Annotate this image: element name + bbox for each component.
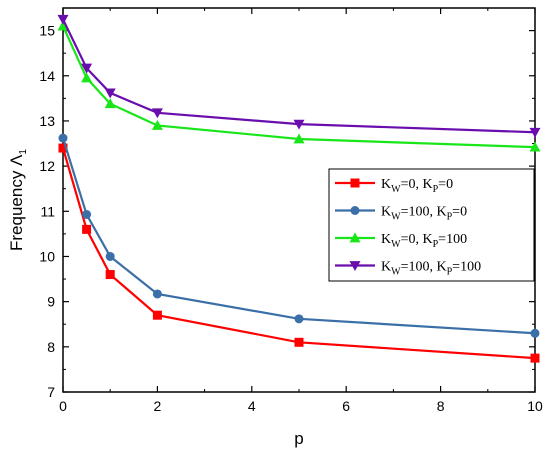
- legend-label-subscript: W: [391, 267, 401, 278]
- legend-label: KW=100, KP=100: [381, 260, 481, 278]
- series-triangle-up: [57, 20, 541, 152]
- data-point: [151, 119, 163, 130]
- series-line: [61, 137, 536, 335]
- y-axis-title: Frequency Λ1: [7, 149, 29, 251]
- data-point: [104, 98, 116, 109]
- legend-label-text: =100: [452, 260, 481, 275]
- legend-label-text: =100: [438, 232, 467, 247]
- series-triangle-down: [57, 14, 541, 138]
- y-tick-label: 15: [39, 23, 55, 39]
- data-point: [530, 328, 540, 338]
- legend-label-subscript: W: [391, 239, 401, 250]
- data-point: [152, 289, 162, 299]
- legend-label-text: K: [422, 177, 432, 192]
- data-point: [152, 310, 162, 320]
- y-tick-label: 10: [39, 248, 55, 264]
- y-tick-label: 9: [47, 294, 55, 310]
- series-line: [61, 25, 536, 149]
- y-axis-title-subscript: 1: [18, 149, 29, 155]
- legend-label-text: K: [381, 232, 391, 247]
- legend-label-text: K: [422, 232, 432, 247]
- data-point: [294, 314, 304, 324]
- data-point: [57, 20, 69, 31]
- legend-label-subscript: P: [447, 212, 453, 223]
- legend-box: [328, 168, 535, 282]
- data-point: [104, 88, 116, 99]
- x-tick-label: 8: [437, 398, 445, 414]
- legend-item: KW=100, KP=0: [335, 205, 467, 223]
- x-tick-label: 10: [527, 398, 543, 414]
- data-point: [57, 14, 69, 25]
- data-point: [529, 127, 541, 138]
- data-point: [529, 141, 541, 152]
- series-line: [62, 18, 536, 134]
- x-axis-title: p: [294, 429, 303, 448]
- legend-item: KW=0, KP=0: [335, 177, 453, 195]
- legend-label: KW=0, KP=100: [381, 232, 467, 250]
- x-tick-label: 0: [59, 398, 67, 414]
- data-point: [81, 63, 93, 74]
- legend-label-text: K: [381, 205, 391, 220]
- x-tick-label: 2: [154, 398, 162, 414]
- legend-label-text: =0,: [401, 177, 423, 192]
- y-tick-label: 14: [39, 68, 55, 84]
- x-tick-label: 4: [248, 398, 256, 414]
- axes: 0 2 4 6 8 10 7 8 9 10 11 12 13 14 15: [39, 7, 543, 414]
- data-point: [105, 251, 115, 261]
- legend-label: KW=0, KP=0: [381, 177, 453, 195]
- data-point: [349, 232, 361, 243]
- data-point: [349, 261, 361, 271]
- y-tick-label: 13: [39, 113, 55, 129]
- legend-label-text: K: [436, 260, 446, 275]
- legend-label-text: K: [436, 205, 446, 220]
- x-tick-label: 6: [342, 398, 350, 414]
- data-point: [294, 337, 304, 347]
- legend-label-text: =0: [452, 205, 467, 220]
- legend-item: KW=0, KP=100: [335, 232, 467, 250]
- legend-label-text: =0: [438, 177, 453, 192]
- legend: KW=0, KP=0KW=100, KP=0KW=0, KP=100KW=100…: [328, 168, 535, 282]
- legend-label-text: =0,: [401, 232, 423, 247]
- y-tick-label: 7: [47, 384, 55, 400]
- series-group: [57, 14, 541, 363]
- y-axis-title-main: Frequency Λ: [7, 154, 26, 251]
- legend-label-subscript: P: [433, 239, 439, 250]
- legend-label-text: =100,: [401, 205, 437, 220]
- legend-label: KW=100, KP=0: [381, 205, 467, 223]
- data-point: [151, 108, 163, 119]
- y-tick-label: 8: [47, 339, 55, 355]
- data-point: [82, 224, 92, 234]
- data-point: [293, 119, 305, 130]
- data-point: [293, 133, 305, 144]
- data-point: [105, 270, 115, 280]
- legend-item: KW=100, KP=100: [335, 260, 481, 278]
- legend-label-text: K: [381, 260, 391, 275]
- data-point: [350, 178, 360, 188]
- legend-label-subscript: W: [391, 212, 401, 223]
- data-point: [350, 206, 360, 215]
- legend-label-subscript: W: [391, 184, 401, 195]
- data-point: [58, 133, 68, 143]
- legend-label-subscript: P: [447, 267, 453, 278]
- data-point: [58, 143, 68, 153]
- y-tick-label: 12: [39, 158, 55, 174]
- data-point: [81, 72, 93, 83]
- data-point: [82, 209, 92, 219]
- y-tick-label: 11: [40, 203, 55, 219]
- legend-label-subscript: P: [433, 184, 439, 195]
- data-point: [530, 353, 540, 363]
- legend-label-text: K: [381, 177, 391, 192]
- series-circle: [58, 133, 540, 338]
- legend-label-text: =100,: [401, 260, 437, 275]
